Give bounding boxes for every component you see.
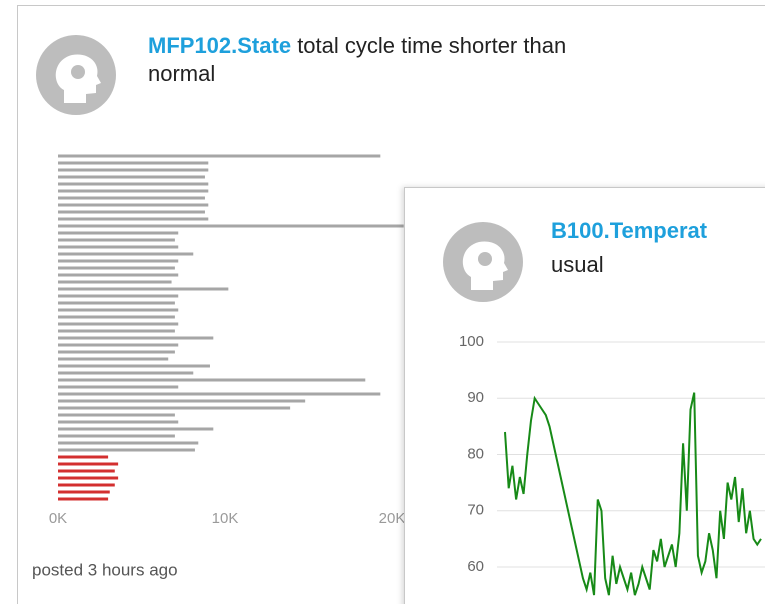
bar	[58, 392, 381, 396]
y-tick-label: 90	[467, 389, 484, 406]
avatar	[443, 222, 523, 302]
bar	[58, 469, 115, 473]
bar-chart: 0K 10K 20K	[49, 154, 406, 527]
bar	[58, 273, 179, 277]
bar	[58, 329, 175, 333]
bar	[58, 245, 179, 249]
x-tick-label: 10K	[212, 510, 239, 527]
bar	[58, 189, 209, 193]
y-tick-label: 80	[467, 445, 484, 462]
bar	[58, 350, 175, 354]
card: B100.Temperat usual	[404, 187, 765, 604]
bar	[58, 196, 205, 200]
message: normal	[148, 61, 215, 86]
bar	[58, 476, 119, 480]
bar	[58, 231, 179, 235]
bar	[58, 203, 209, 207]
x-tick-label: 0K	[49, 510, 67, 527]
bar	[58, 343, 179, 347]
bar	[58, 217, 209, 221]
data-line	[504, 392, 762, 596]
bar	[58, 434, 175, 438]
bar	[58, 322, 179, 326]
bar	[58, 224, 404, 228]
bar	[58, 266, 175, 270]
bar	[58, 406, 291, 410]
bar	[58, 315, 175, 319]
bar	[58, 483, 115, 487]
y-tick-label: 100	[459, 333, 484, 350]
bar	[58, 490, 110, 494]
avatar	[36, 35, 116, 115]
bar	[58, 385, 179, 389]
bar	[58, 364, 210, 368]
bar	[58, 238, 175, 242]
bar	[58, 294, 179, 298]
x-tick-label: 20K	[379, 510, 406, 527]
bar	[58, 308, 179, 312]
bar	[58, 420, 179, 424]
bar	[58, 336, 214, 340]
y-tick-label: 70	[467, 502, 484, 519]
bar	[58, 175, 205, 179]
y-tick-label: 60	[467, 558, 484, 575]
bar	[58, 301, 175, 305]
bar	[58, 210, 205, 214]
bar	[58, 448, 195, 452]
bar	[58, 182, 209, 186]
bar	[58, 441, 199, 445]
bar	[58, 161, 209, 165]
message: total cycle time shorter than	[297, 33, 566, 58]
bar	[58, 259, 179, 263]
bar	[58, 427, 214, 431]
bar	[58, 413, 175, 417]
source: B100.Temperat	[551, 218, 708, 243]
bar	[58, 357, 169, 361]
line-chart: 60 70 80 90 100	[459, 333, 765, 596]
card-title: MFP102.State total cycle time shorter th…	[148, 33, 566, 58]
posted-time: posted 3 hours ago	[32, 560, 178, 579]
bar	[58, 497, 109, 501]
message: usual	[551, 252, 604, 277]
bar	[58, 455, 109, 459]
bar	[58, 378, 366, 382]
bar	[58, 252, 194, 256]
bar	[58, 462, 119, 466]
bar	[58, 168, 209, 172]
bar	[58, 280, 172, 284]
source: MFP102.State	[148, 33, 291, 58]
bar	[58, 287, 229, 291]
bar	[58, 399, 306, 403]
bar	[58, 371, 194, 375]
bar	[58, 154, 381, 158]
